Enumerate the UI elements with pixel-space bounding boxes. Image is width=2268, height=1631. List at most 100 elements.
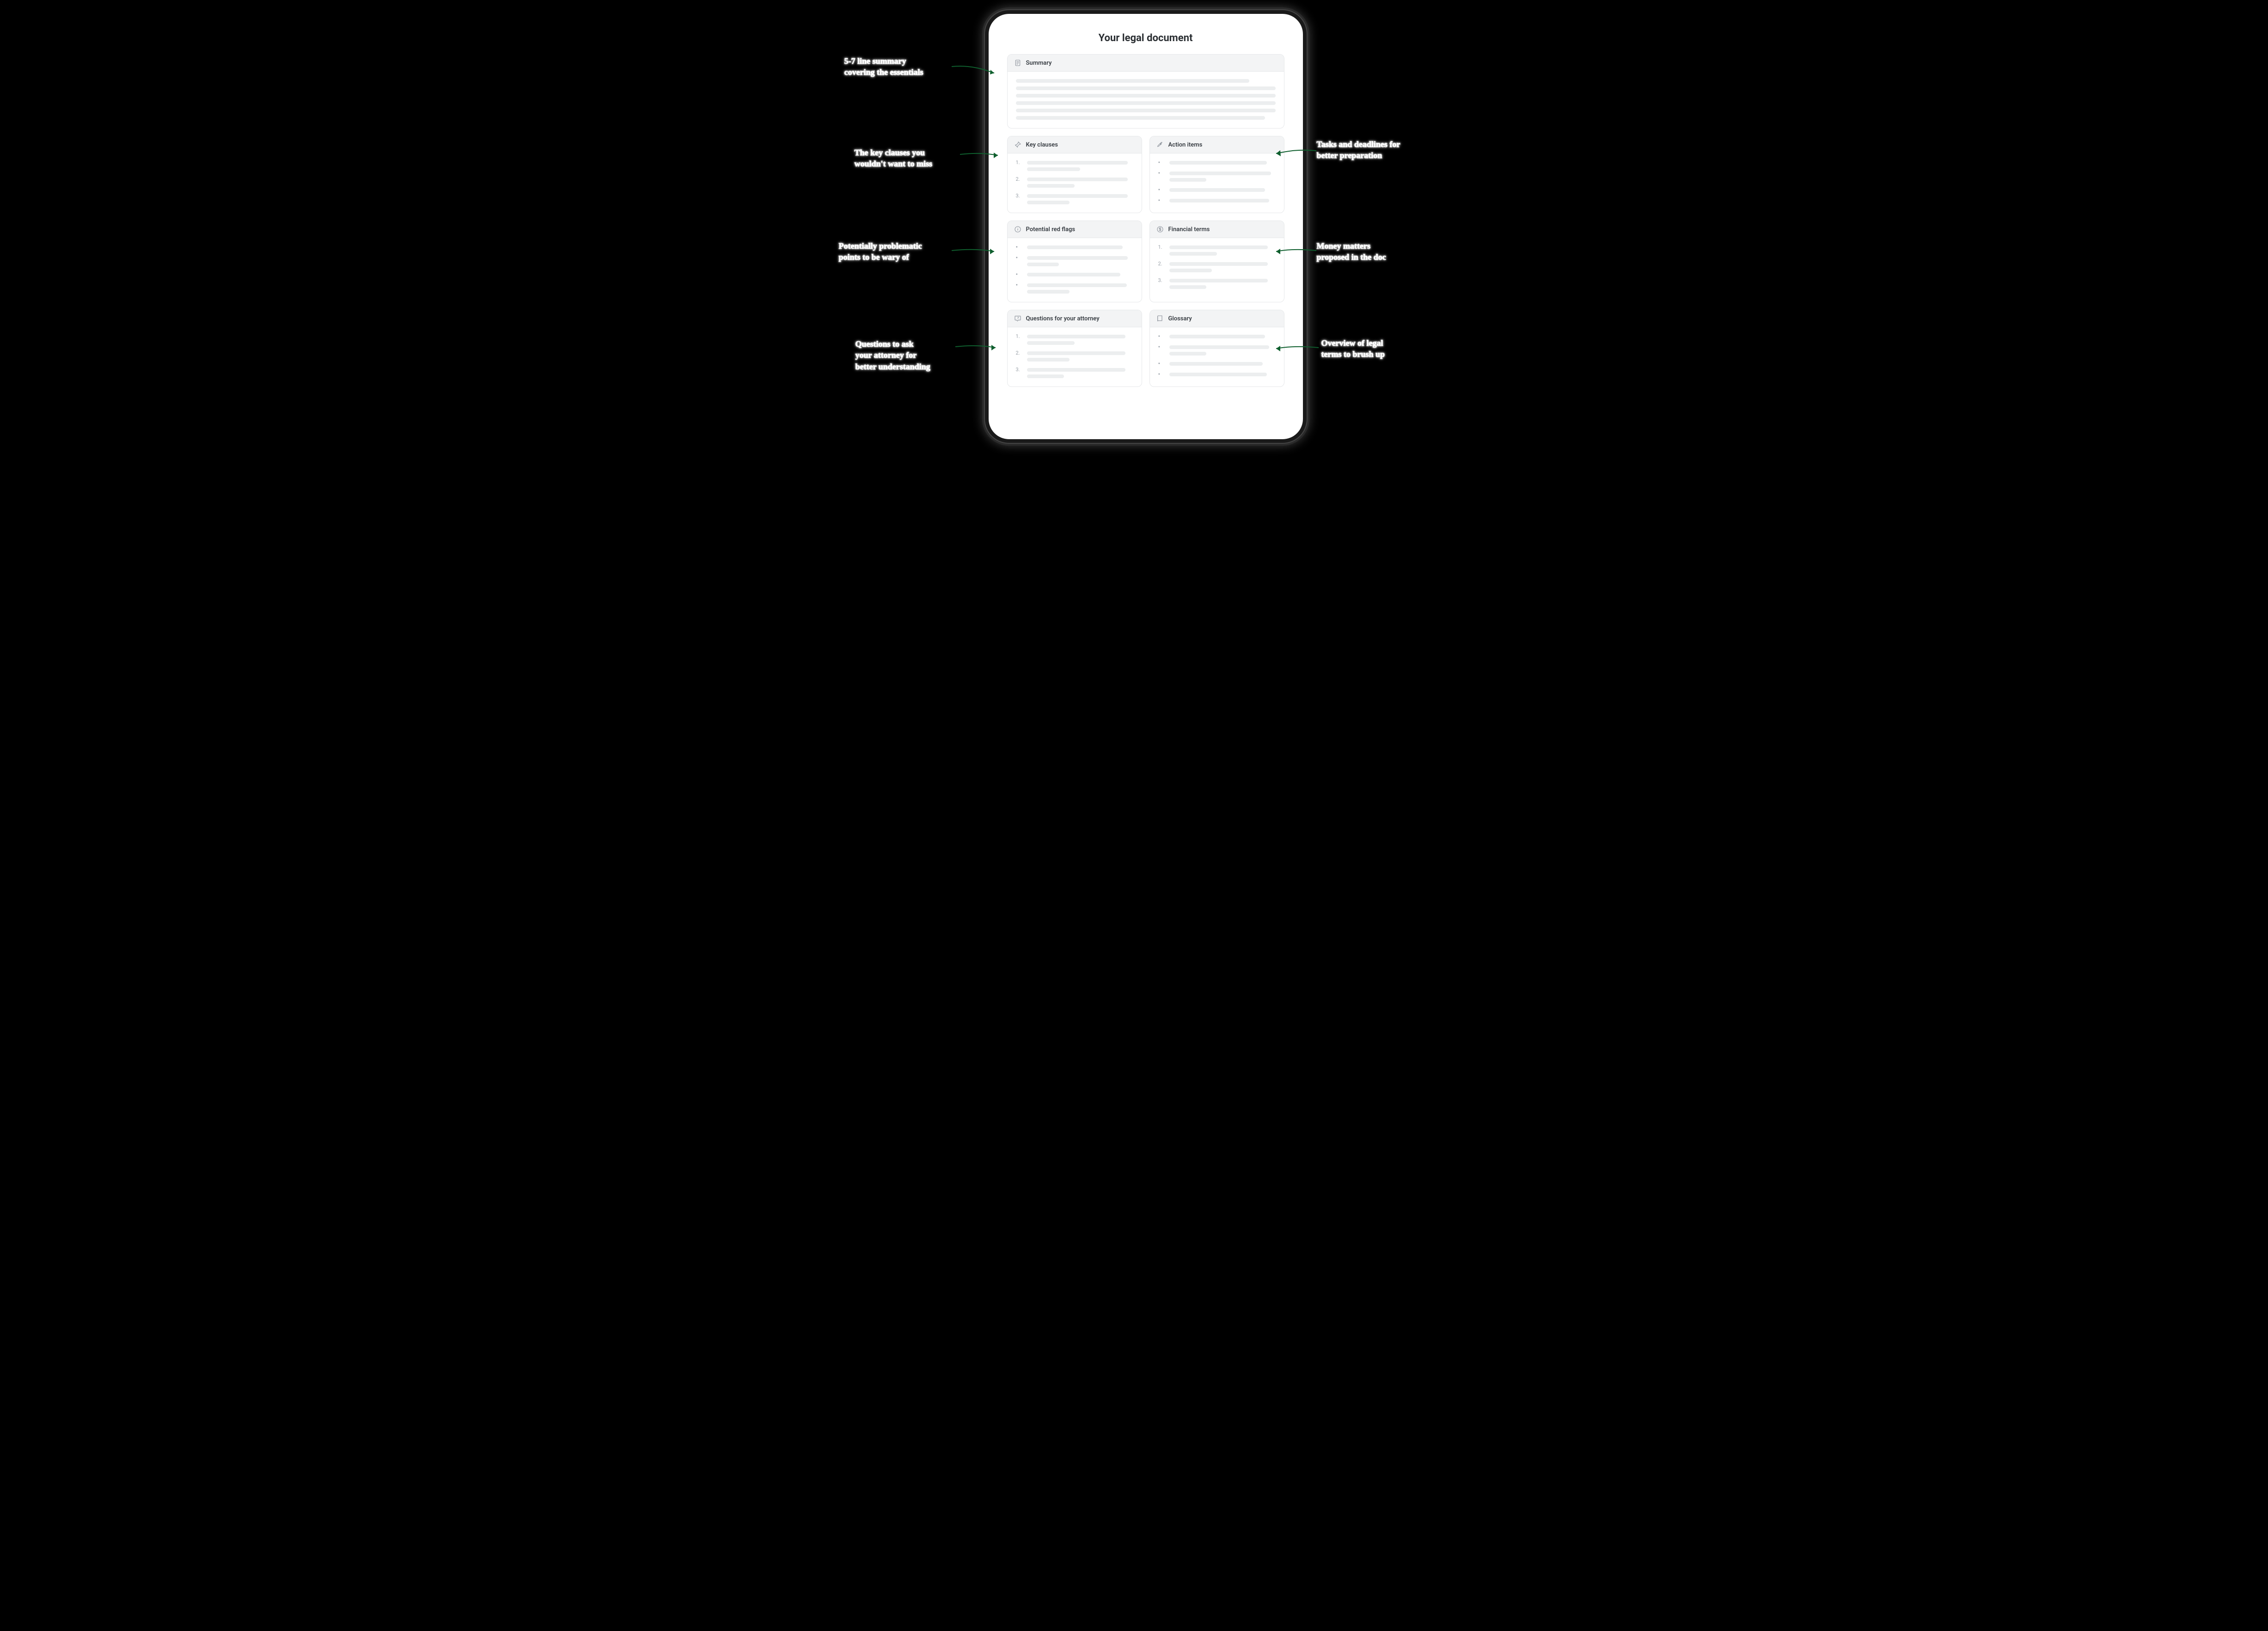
list-marker: 1. <box>1158 245 1165 249</box>
skeleton-line <box>1027 167 1080 171</box>
card-action-title: Action items <box>1168 141 1203 148</box>
card-redflags-body <box>1008 238 1142 302</box>
annotation-financial: Money matters proposed in the doc <box>1317 240 1386 263</box>
list-marker: 1. <box>1016 161 1022 165</box>
skeleton-line <box>1169 188 1265 192</box>
card-questions: Questions for your attorney 1. 2. 3. <box>1007 310 1142 387</box>
card-questions-header: Questions for your attorney <box>1008 310 1142 327</box>
list-marker <box>1158 362 1165 366</box>
annotation-redflags: Potentially problematic points to be war… <box>839 240 922 263</box>
list-item <box>1016 245 1133 250</box>
annotation-summary: 5-7 line summary covering the essentials <box>844 55 923 78</box>
skeleton-line <box>1169 335 1265 338</box>
list-item <box>1158 335 1276 339</box>
rocket-icon <box>1156 141 1164 148</box>
card-glossary-body <box>1150 327 1284 385</box>
list-item: 2. <box>1158 262 1276 272</box>
card-red-flags: Potential red flags <box>1007 221 1142 302</box>
annotation-key: The key clauses you wouldn't want to mis… <box>855 147 933 170</box>
skeleton-line <box>1016 94 1276 98</box>
skeleton-line <box>1016 109 1276 112</box>
list-marker <box>1016 245 1022 250</box>
card-questions-body: 1. 2. 3. <box>1008 327 1142 386</box>
skeleton-line <box>1027 283 1127 287</box>
skeleton-line <box>1169 362 1263 366</box>
card-financial-header: Financial terms <box>1150 221 1284 238</box>
card-financial-body: 1. 2. 3. <box>1150 238 1284 297</box>
skeleton-line <box>1169 279 1268 282</box>
list-item <box>1016 273 1133 277</box>
skeleton-line <box>1169 269 1212 272</box>
list-marker: 2. <box>1016 178 1022 181</box>
skeleton-line <box>1027 374 1064 378</box>
list-item: 2. <box>1016 178 1133 188</box>
skeleton-line <box>1169 199 1269 202</box>
skeleton-line <box>1169 245 1268 249</box>
list-marker <box>1158 199 1165 203</box>
list-item <box>1158 199 1276 203</box>
skeleton-line <box>1169 262 1268 266</box>
skeleton-line <box>1016 86 1276 90</box>
list-marker <box>1158 373 1165 377</box>
document-icon <box>1014 59 1021 67</box>
chat-icon <box>1014 315 1021 322</box>
skeleton-line <box>1027 290 1070 294</box>
skeleton-line <box>1169 252 1217 256</box>
dollar-icon <box>1156 226 1164 233</box>
list-item <box>1158 188 1276 192</box>
card-summary: Summary <box>1007 54 1284 129</box>
list-item: 1. <box>1016 161 1133 171</box>
list-marker: 1. <box>1016 335 1022 338</box>
annotation-glossary: Overview of legal terms to brush up <box>1321 337 1385 360</box>
row-flags-financial: Potential red flags <box>1007 221 1284 302</box>
card-key-body: 1. 2. 3. <box>1008 153 1142 213</box>
list-marker <box>1016 283 1022 288</box>
row-questions-glossary: Questions for your attorney 1. 2. 3. <box>1007 310 1284 387</box>
list-item: 1. <box>1016 335 1133 345</box>
skeleton-line <box>1027 245 1123 249</box>
skeleton-line <box>1027 341 1075 345</box>
card-action-header: Action items <box>1150 136 1284 153</box>
list-item: 1. <box>1158 245 1276 256</box>
list-item <box>1158 362 1276 366</box>
skeleton-line <box>1027 335 1126 338</box>
stage: Your legal document Summary <box>836 9 1432 439</box>
skeleton-line <box>1169 352 1207 356</box>
list-item: 3. <box>1158 279 1276 289</box>
skeleton-line <box>1027 358 1070 362</box>
card-key-clauses: Key clauses 1. 2. 3. <box>1007 136 1142 213</box>
card-action-items: Action items <box>1149 136 1284 213</box>
skeleton-line <box>1169 178 1207 182</box>
list-marker: 3. <box>1158 279 1165 282</box>
card-financial-title: Financial terms <box>1168 226 1210 233</box>
list-marker <box>1158 345 1165 350</box>
card-action-body <box>1150 153 1284 211</box>
card-summary-title: Summary <box>1026 60 1052 67</box>
card-summary-header: Summary <box>1008 55 1284 72</box>
page-title: Your legal document <box>1007 32 1284 44</box>
skeleton-line <box>1027 194 1128 198</box>
card-key-title: Key clauses <box>1026 141 1058 148</box>
list-item <box>1158 172 1276 182</box>
list-item: 3. <box>1016 368 1133 378</box>
card-questions-title: Questions for your attorney <box>1026 315 1100 322</box>
skeleton-line <box>1016 79 1250 83</box>
skeleton-line <box>1027 256 1128 260</box>
skeleton-line <box>1027 368 1126 372</box>
card-glossary-title: Glossary <box>1168 315 1192 322</box>
info-icon <box>1014 226 1021 233</box>
skeleton-line <box>1027 201 1070 204</box>
list-item <box>1158 373 1276 377</box>
list-marker <box>1158 161 1165 165</box>
skeleton-line <box>1169 172 1272 175</box>
list-marker <box>1158 335 1165 339</box>
row-key-action: Key clauses 1. 2. 3. <box>1007 136 1284 213</box>
annotation-action: Tasks and deadlines for better preparati… <box>1317 139 1400 161</box>
app-screen: Your legal document Summary <box>995 20 1296 433</box>
list-marker: 3. <box>1016 194 1022 198</box>
tablet-frame: Your legal document Summary <box>989 14 1303 439</box>
book-icon <box>1156 315 1164 322</box>
list-item <box>1016 256 1133 266</box>
annotation-questions: Questions to ask your attorney for bette… <box>856 338 930 372</box>
skeleton-line <box>1169 161 1267 165</box>
